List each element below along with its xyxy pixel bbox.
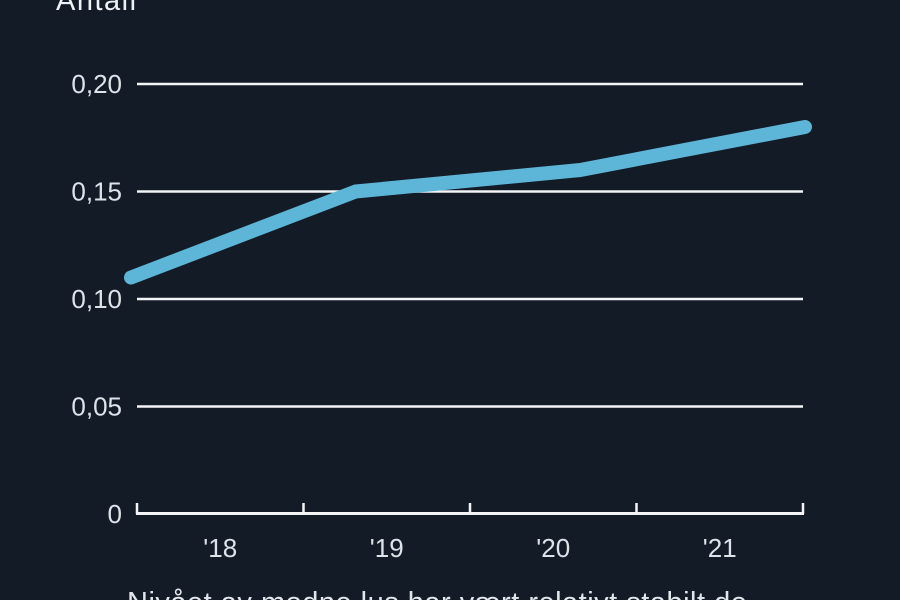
y-tick-label: 0,05: [71, 392, 122, 422]
data-line: [124, 120, 812, 285]
x-tick-label: '21: [703, 533, 737, 563]
y-tick-label: 0,10: [71, 284, 122, 314]
y-axis-unit-title: Antall: [56, 0, 138, 17]
y-tick-label: 0,15: [71, 177, 122, 207]
y-tick-label: 0,20: [71, 69, 122, 99]
x-tick-label: '18: [203, 533, 237, 563]
x-tick-label: '19: [370, 533, 404, 563]
y-tick-label: 0: [108, 499, 122, 529]
x-tick-label: '20: [536, 533, 570, 563]
chart-caption: Nivået av modne lus har vært relativt st…: [127, 586, 747, 600]
